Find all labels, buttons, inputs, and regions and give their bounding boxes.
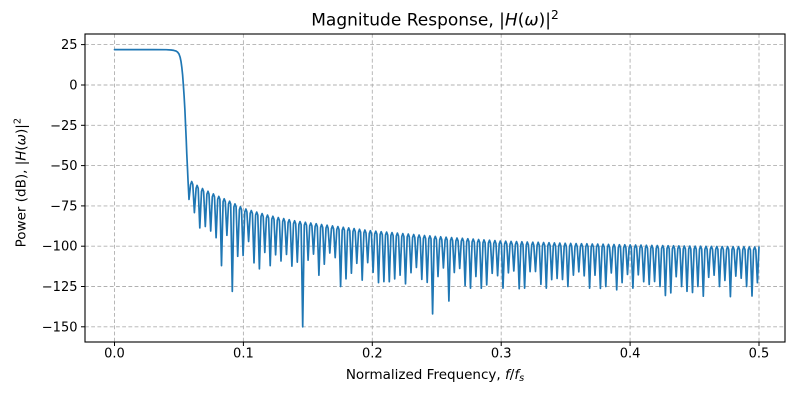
x-tick-label: 0.5: [749, 347, 770, 362]
x-axis-label: Normalized Frequency, f/fs: [345, 367, 525, 385]
y-tick-label: −75: [50, 199, 77, 214]
y-tick-label: −125: [42, 280, 78, 295]
y-tick-label: 0: [69, 79, 77, 94]
chart-title: Magnitude Response, |H(ω)|2: [311, 8, 559, 31]
y-tick-label: −150: [42, 320, 78, 335]
plot-border: [84, 33, 786, 343]
tick-labels: 0.0 0.1 0.2 0.3 0.4 0.5 25 0 −25 −50 −75 −100 −125 −1…: [42, 38, 770, 361]
y-tick-label: 25: [61, 38, 78, 53]
x-tick-label: 0.0: [104, 347, 125, 362]
axis-ticks: [81, 44, 760, 346]
y-tick-label: −25: [50, 119, 77, 134]
y-axis-label: Power (dB), |H(ω)|2: [12, 117, 30, 248]
y-tick-label: −100: [42, 240, 78, 255]
x-tick-label: 0.2: [362, 347, 383, 362]
x-tick-label: 0.3: [491, 347, 512, 362]
x-tick-label: 0.1: [233, 347, 254, 362]
x-tick-label: 0.4: [620, 347, 641, 362]
response-curve: [113, 48, 760, 328]
grid-lines: [85, 34, 785, 342]
y-tick-label: −50: [50, 159, 77, 174]
